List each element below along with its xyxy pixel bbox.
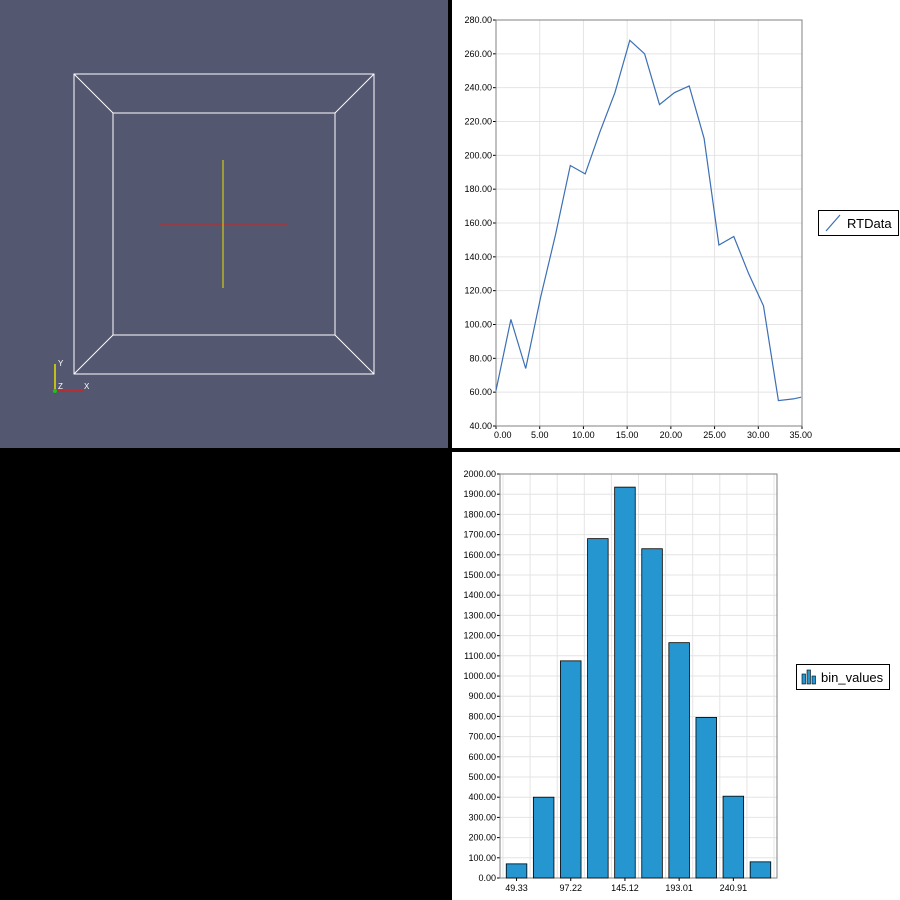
histogram-bar — [668, 642, 690, 879]
bar-legend-label: bin_values — [821, 669, 884, 685]
bar-y-tick-label: 700.00 — [468, 732, 496, 742]
line-y-tick-label: 80.00 — [469, 353, 492, 363]
line-y-tick-label: 40.00 — [469, 421, 492, 431]
outline-outer — [73, 73, 375, 375]
bar-y-tick-label: 500.00 — [468, 772, 496, 782]
render-canvas[interactable]: Y Z X — [0, 0, 448, 448]
bar-x-tick-label: 145.12 — [611, 883, 639, 893]
line-x-tick-label: 20.00 — [660, 430, 683, 440]
render-view[interactable]: Y Z X — [0, 0, 448, 448]
histogram-bar — [532, 796, 555, 879]
line-chart-legend: RTData — [818, 210, 899, 236]
bar-y-tick-label: 0.00 — [478, 873, 496, 883]
bar-y-tick-label: 200.00 — [468, 833, 496, 843]
bar-y-tick-label: 100.00 — [468, 853, 496, 863]
histogram-bar — [722, 795, 745, 879]
line-y-tick-label: 200.00 — [464, 150, 492, 160]
line-plot-frame — [495, 19, 803, 427]
histogram-legend: bin_values — [796, 664, 891, 690]
orientation-y-label: Y — [58, 359, 64, 368]
line-y-tick-label: 220.00 — [464, 117, 492, 127]
line-chart-view[interactable]: 40.00 60.00 80.00 100.00 120.00 140.00 160.00 1… — [452, 0, 900, 448]
line-y-tick-label: 100.00 — [464, 320, 492, 330]
outline-box — [73, 73, 375, 375]
histogram-bar — [587, 538, 609, 879]
line-x-tick-label: 35.00 — [789, 430, 812, 440]
line-y-tick-label: 120.00 — [464, 286, 492, 296]
line-series-RTData — [495, 39, 802, 402]
line-x-tick-label: 10.00 — [572, 430, 595, 440]
bar-y-tick-label: 1200.00 — [463, 631, 496, 641]
histogram-bar — [641, 548, 663, 879]
bar-y-tick-label: 800.00 — [468, 711, 496, 721]
bar-y-tick-label: 1000.00 — [463, 671, 496, 681]
bar-y-tick-label: 1800.00 — [463, 509, 496, 519]
line-y-tick-label: 280.00 — [464, 15, 492, 25]
bar-y-tick-label: 300.00 — [468, 812, 496, 822]
bar-plot-frame — [499, 473, 778, 879]
histogram-bar — [560, 660, 582, 879]
bar-y-tick-label: 1500.00 — [463, 570, 496, 580]
bar-y-tick-label: 2000.00 — [463, 469, 496, 479]
histogram-bar — [505, 863, 528, 879]
histogram-bar — [614, 486, 636, 879]
line-y-tick-label: 180.00 — [464, 184, 492, 194]
orientation-z-label: Z — [58, 382, 63, 391]
line-chart: 40.00 60.00 80.00 100.00 120.00 140.00 160.00 1… — [464, 15, 812, 440]
bar-x-tick-label: 49.33 — [505, 883, 528, 893]
outline-inner — [112, 112, 336, 336]
line-x-tick-label: 25.00 — [703, 430, 726, 440]
bar-y-tick-label: 1900.00 — [463, 489, 496, 499]
bar-y-tick-label: 1400.00 — [463, 590, 496, 600]
histogram-bar — [695, 717, 717, 879]
line-legend-icon — [825, 214, 841, 232]
orientation-x-label: X — [84, 382, 90, 391]
bar-y-tick-label: 900.00 — [468, 691, 496, 701]
line-x-tick-label: 15.00 — [616, 430, 639, 440]
line-y-tick-label: 60.00 — [469, 387, 492, 397]
histogram-view[interactable]: 0.00 100.00 200.00 300.00 400.00 500.00 600.00… — [452, 452, 900, 900]
bar-legend-icon — [801, 669, 816, 685]
bar-y-tick-label: 1700.00 — [463, 530, 496, 540]
line-y-tick-label: 160.00 — [464, 218, 492, 228]
bar-y-tick-label: 400.00 — [468, 792, 496, 802]
bar-x-tick-label: 240.91 — [720, 883, 748, 893]
line-x-tick-label: 0.00 — [494, 430, 512, 440]
line-legend-label: RTData — [847, 215, 892, 231]
line-y-tick-label: 240.00 — [464, 83, 492, 93]
line-x-tick-label: 30.00 — [747, 430, 770, 440]
line-y-tick-label: 260.00 — [464, 49, 492, 59]
bar-y-tick-label: 1600.00 — [463, 550, 496, 560]
histogram-bar — [749, 861, 772, 879]
orientation-axes-icon: Y Z X — [53, 359, 90, 393]
histogram-chart: 0.00 100.00 200.00 300.00 400.00 500.00 600.00… — [463, 469, 778, 893]
bar-x-tick-label: 193.01 — [665, 883, 693, 893]
bar-y-tick-label: 1300.00 — [463, 610, 496, 620]
bar-y-tick-label: 1100.00 — [464, 651, 496, 661]
line-x-tick-label: 5.00 — [531, 430, 549, 440]
bar-x-tick-label: 97.22 — [559, 883, 582, 893]
empty-view[interactable] — [0, 452, 448, 900]
bar-y-tick-label: 600.00 — [468, 752, 496, 762]
line-y-tick-label: 140.00 — [464, 252, 492, 262]
